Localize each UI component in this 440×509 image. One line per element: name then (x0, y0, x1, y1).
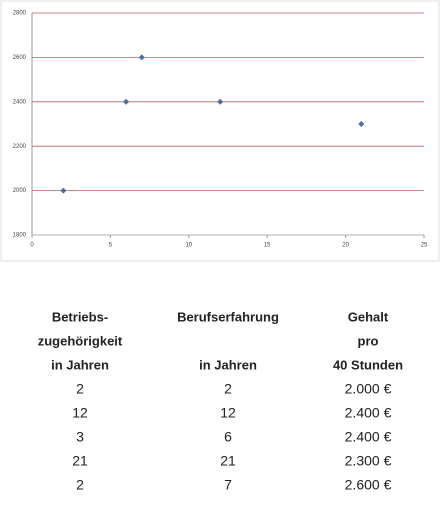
table-cell: 2.400 € (345, 405, 392, 421)
table-cell: 2 (224, 381, 232, 397)
column-header: 40 Stunden (333, 357, 403, 372)
table-cell: 2.600 € (345, 477, 392, 493)
x-tick-label: 5 (109, 243, 113, 249)
table-cell: 3 (76, 429, 84, 445)
column-header: in Jahren (51, 357, 109, 372)
table-cell: 2.300 € (345, 453, 392, 469)
point (358, 121, 365, 127)
table-cell: 21 (220, 453, 236, 469)
table-cell: 2 (76, 381, 84, 397)
point (138, 54, 145, 61)
x-tick-label: 10 (185, 243, 192, 249)
column-header: Gehalt (348, 309, 389, 324)
x-tick-label: 15 (264, 243, 271, 249)
y-tick-label: 2200 (13, 144, 27, 150)
x-tick-label: 25 (421, 243, 428, 249)
table-cell: 2 (76, 477, 84, 493)
column-header: zugehörigkeit (38, 333, 123, 348)
point (123, 98, 130, 105)
column-header: pro (358, 333, 379, 348)
point (60, 187, 67, 194)
y-tick-label: 2600 (13, 55, 27, 61)
table-cell: 2.000 € (345, 381, 392, 397)
y-tick-label: 2800 (13, 11, 27, 17)
column-header: Berufserfahrung (177, 309, 279, 324)
table-cell: 12 (220, 405, 236, 421)
table-cell: 21 (72, 453, 88, 469)
table-cell: 6 (224, 429, 232, 445)
x-tick-label: 0 (30, 243, 34, 249)
chart-frame (0, 0, 440, 262)
x-tick-label: 20 (342, 243, 349, 249)
column-header: in Jahren (199, 357, 257, 372)
table-cell: 7 (224, 477, 232, 493)
point (217, 98, 224, 105)
column-header: Betriebs- (52, 309, 108, 324)
table-cell: 2.400 € (345, 429, 392, 445)
y-tick-label: 2400 (13, 99, 27, 105)
table-cell: 12 (72, 405, 88, 421)
y-tick-label: 1800 (13, 233, 27, 239)
y-tick-label: 2000 (13, 188, 27, 194)
